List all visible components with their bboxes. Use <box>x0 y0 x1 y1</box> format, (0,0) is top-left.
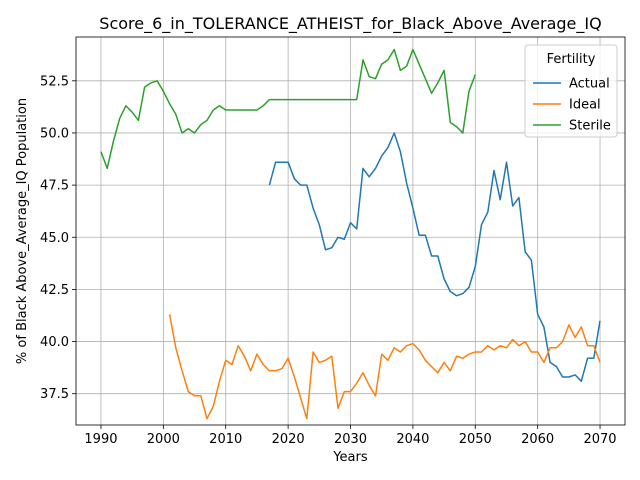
chart-title: Score_6_in_TOLERANCE_ATHEIST_for_Black_A… <box>99 14 601 34</box>
series-lines <box>100 48 601 420</box>
y-tick-label: 52.5 <box>40 74 69 89</box>
legend-box <box>524 44 618 138</box>
axis-ticks: 1990 2000 2010 2020 2030 2040 2050 2060 2070 37.5… <box>40 74 617 447</box>
x-tick-label: 2030 <box>334 432 367 447</box>
x-tick-label: 2040 <box>396 432 429 447</box>
y-tick-label: 37.5 <box>40 387 69 402</box>
series-line-sterile <box>100 48 477 170</box>
y-tick-label: 50.0 <box>40 126 69 141</box>
series-line-ideal <box>168 314 601 420</box>
y-axis-label: % of Black Above_Average_IQ Population <box>15 98 30 364</box>
y-tick-label: 42.5 <box>40 283 69 298</box>
x-tick-label: 2000 <box>147 432 180 447</box>
x-tick-label: 2050 <box>459 432 492 447</box>
legend-label-ideal: Ideal <box>569 98 601 113</box>
x-tick-label: 1990 <box>84 432 117 447</box>
legend-label-actual: Actual <box>569 77 610 92</box>
y-tick-label: 47.5 <box>40 179 69 194</box>
x-tick-label: 2020 <box>272 432 305 447</box>
x-tick-label: 2060 <box>521 432 554 447</box>
x-tick-label: 2010 <box>209 432 242 447</box>
y-tick-label: 45.0 <box>40 231 69 246</box>
y-tick-label: 40.0 <box>40 335 69 350</box>
series-line-actual <box>268 132 601 382</box>
x-axis-label: Years <box>332 450 368 465</box>
legend: Fertility Actual Ideal Sterile <box>524 44 618 138</box>
x-tick-label: 2070 <box>583 432 616 447</box>
legend-title: Fertility <box>547 52 596 67</box>
legend-label-sterile: Sterile <box>569 119 611 134</box>
